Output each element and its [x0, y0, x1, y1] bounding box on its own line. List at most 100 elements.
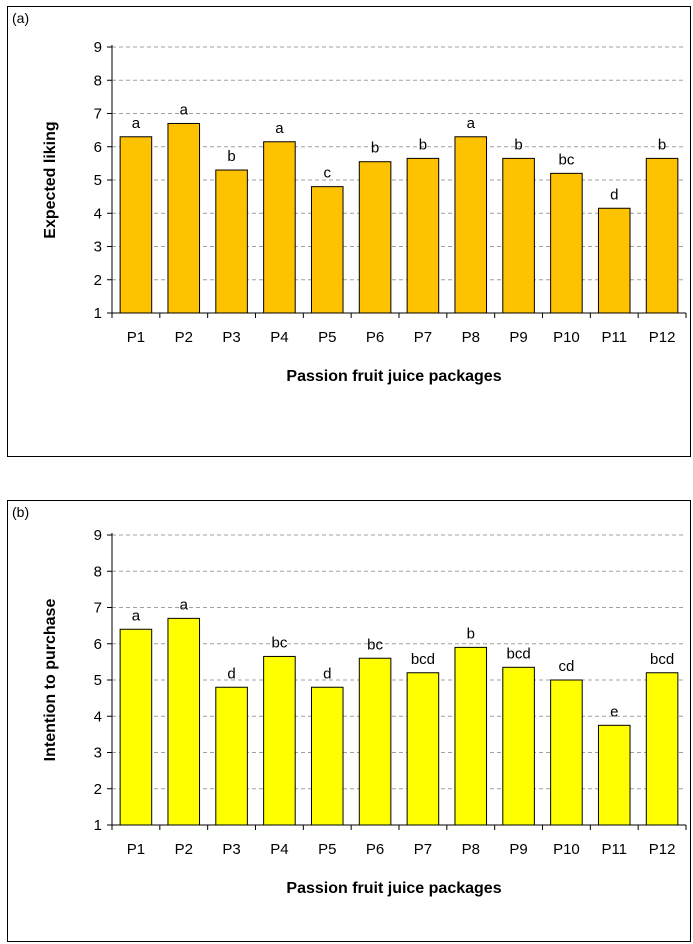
bar-significance-letter: bc: [271, 634, 287, 651]
y-tick-label: 7: [94, 106, 102, 123]
x-tick-label: P5: [318, 841, 336, 858]
bar: [645, 157, 679, 314]
bar-significance-letter: e: [610, 703, 618, 720]
y-tick-label: 6: [94, 636, 102, 653]
x-tick-label: P7: [414, 841, 432, 858]
bar-significance-letter: c: [324, 165, 332, 182]
bar-significance-letter: a: [180, 596, 189, 613]
grid-lines: [112, 534, 686, 790]
grid-lines: [112, 46, 686, 281]
x-tick-labels: P1 P2 P3 P4 P5 P6 P7 P8 P9 P10 P11 P12: [127, 841, 676, 858]
y-axis-title: Expected liking: [42, 121, 59, 238]
y-tick-label: 3: [94, 239, 102, 256]
bar: [358, 161, 392, 314]
bar-significance-letter: b: [514, 136, 522, 153]
bar-significance-letter: b: [419, 136, 427, 153]
x-tick-label: P4: [270, 329, 288, 346]
bar: [119, 628, 153, 826]
x-tick-label: P10: [553, 329, 580, 346]
x-tick-labels: P1 P2 P3 P4 P5 P6 P7 P8 P9 P10 P11 P12: [127, 329, 676, 346]
y-tick-label: 8: [94, 563, 102, 580]
y-tick-label: 4: [94, 708, 102, 725]
y-tick-label: 5: [94, 672, 102, 689]
bar-significance-letter: d: [323, 665, 331, 682]
bar-significance-letter: d: [610, 186, 618, 203]
y-tick-labels: 1 2 3 4 5 6 7 8 9: [94, 527, 102, 834]
x-tick-label: P11: [601, 841, 627, 858]
x-tick-label: P10: [553, 841, 580, 858]
x-tick-label: P3: [222, 329, 240, 346]
x-axis-title: Passion fruit juice packages: [286, 368, 501, 385]
y-axis-title: Intention to purchase: [42, 599, 59, 762]
x-tick-label: P1: [127, 329, 145, 346]
chart-a-svg: (a) a a b a c b b a b bc d b 1 2 3 4 5 6 7 8 9 P1 P2 P3 P4 P5 P6…: [12, 10, 687, 385]
bar-significance-letter: bc: [558, 151, 574, 168]
x-tick-label: P6: [366, 841, 384, 858]
bar: [406, 672, 440, 826]
y-tick-label: 9: [94, 39, 102, 56]
bar: [167, 122, 201, 314]
y-tick-label: 8: [94, 72, 102, 89]
bar-significance-letter: a: [467, 115, 476, 132]
bar-significance-letter: bcd: [411, 651, 435, 668]
bar-significance-letter: d: [227, 665, 235, 682]
axes: [107, 533, 687, 830]
y-tick-label: 5: [94, 172, 102, 189]
bar-significance-letter: b: [658, 136, 666, 153]
bar-significance-letter: bc: [367, 636, 383, 653]
x-tick-label: P7: [414, 329, 432, 346]
y-tick-label: 3: [94, 745, 102, 762]
panel-label: (a): [12, 10, 29, 26]
bar: [310, 686, 344, 826]
x-tick-label: P5: [318, 329, 336, 346]
x-axis-title: Passion fruit juice packages: [286, 880, 501, 897]
y-tick-label: 4: [94, 205, 102, 222]
bar-significance-letter: cd: [558, 658, 574, 675]
x-tick-label: P9: [509, 841, 527, 858]
panel-label: (b): [12, 504, 29, 520]
bar-significance-letter: a: [132, 115, 141, 132]
bar: [215, 169, 248, 314]
y-tick-label: 6: [94, 139, 102, 156]
x-tick-label: P4: [270, 841, 288, 858]
y-tick-label: 2: [94, 272, 102, 289]
bar-significance-letter: b: [467, 625, 475, 642]
y-tick-label: 7: [94, 600, 102, 617]
x-tick-label: P12: [649, 329, 676, 346]
x-tick-label: P8: [462, 841, 480, 858]
axes: [107, 45, 687, 318]
bar-significance-letter: bcd: [506, 645, 530, 662]
x-tick-label: P2: [175, 329, 193, 346]
y-tick-label: 1: [94, 817, 102, 834]
bar: [454, 136, 488, 314]
bar: [502, 157, 535, 314]
bar-significance-letter: a: [180, 101, 189, 118]
bar: [119, 136, 153, 314]
bar-significance-letter: bcd: [650, 651, 674, 668]
bar-significance-letter: a: [132, 607, 141, 624]
bar: [310, 186, 344, 314]
x-tick-label: P2: [175, 841, 193, 858]
x-tick-label: P6: [366, 329, 384, 346]
bars: [119, 122, 679, 314]
bar: [263, 141, 296, 314]
y-tick-label: 2: [94, 781, 102, 798]
x-tick-label: P9: [509, 329, 527, 346]
bar: [502, 666, 535, 826]
bar: [597, 724, 631, 826]
bar: [215, 686, 248, 826]
bar: [550, 679, 583, 826]
chart-panel-a: (a) a a b a c b b a b bc d b 1 2 3 4 5 6 7 8 9 P1 P2 P3 P4 P5 P6…: [7, 6, 691, 457]
significance-letters: a a b a c b b a b bc d b: [132, 101, 667, 203]
x-tick-label: P8: [462, 329, 480, 346]
bar: [550, 172, 583, 314]
x-tick-label: P12: [649, 841, 676, 858]
x-tick-label: P3: [222, 841, 240, 858]
y-tick-labels: 1 2 3 4 5 6 7 8 9: [94, 39, 102, 322]
y-tick-label: 9: [94, 527, 102, 544]
bar: [645, 672, 679, 826]
bar-significance-letter: b: [227, 148, 235, 165]
